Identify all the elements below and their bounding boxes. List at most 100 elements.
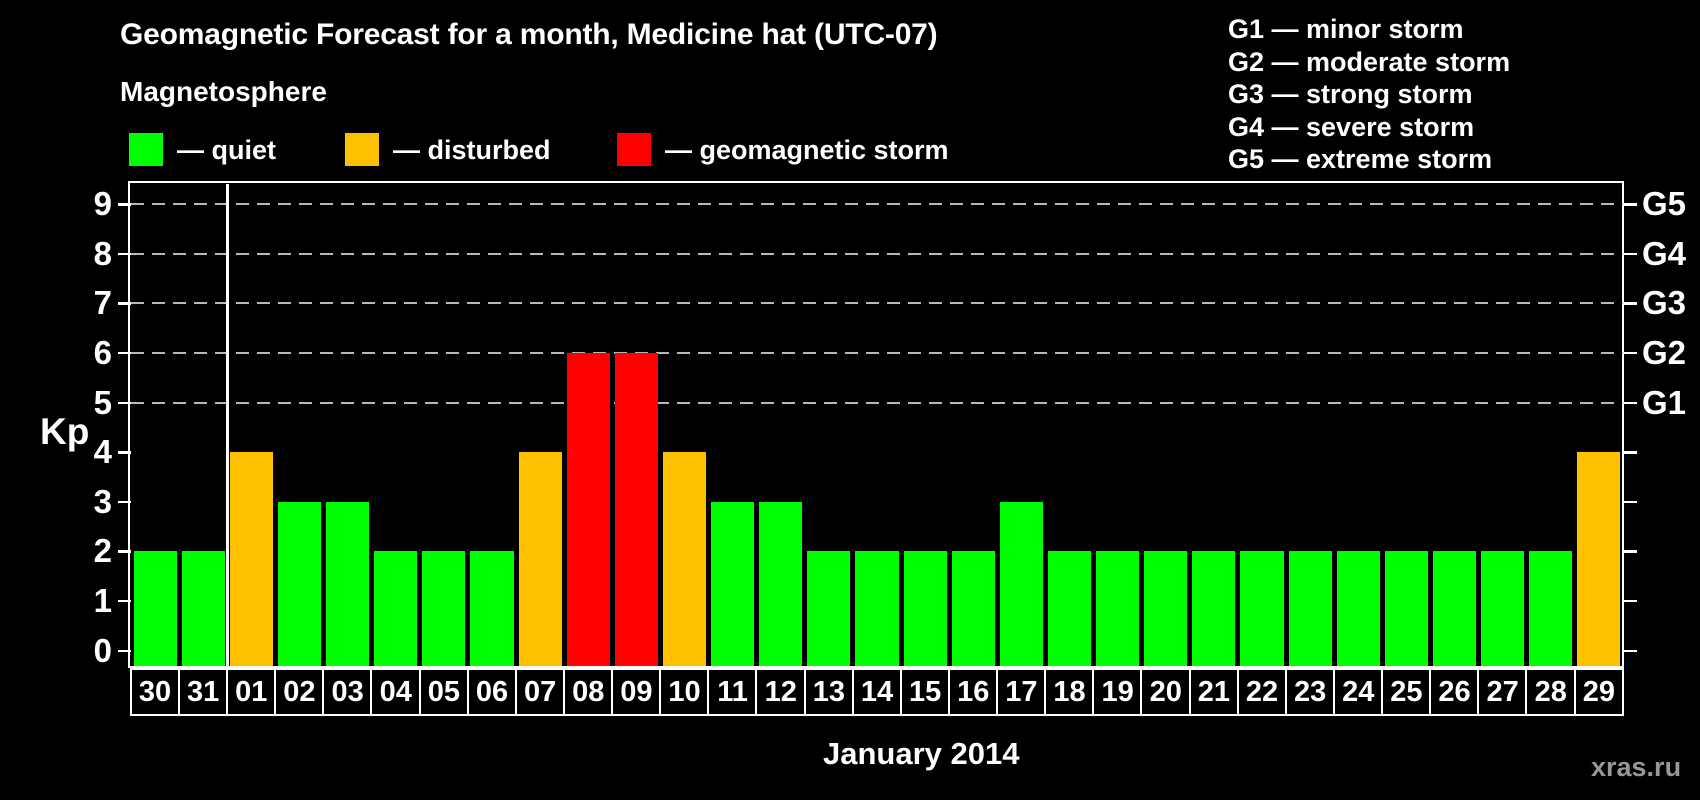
day-label-11: 11 [707, 668, 758, 716]
bar-day-31 [181, 551, 225, 666]
storm-scale-line: G2 — moderate storm [1228, 46, 1511, 77]
bar-day-17 [999, 501, 1043, 666]
y-axis-tick-right [1623, 351, 1637, 355]
storm-scale-line: G3 — strong storm [1228, 79, 1473, 109]
bar-day-03 [326, 501, 370, 666]
day-label-03: 03 [322, 668, 373, 716]
day-label-28: 28 [1525, 668, 1577, 716]
bar-day-11 [711, 501, 755, 666]
day-label-13: 13 [803, 668, 855, 716]
gridline-kp8 [131, 252, 1623, 255]
right-axis-label-G3: G3 [1642, 284, 1687, 322]
bar-day-15 [903, 551, 947, 666]
day-label-17: 17 [996, 668, 1047, 716]
bar-day-27 [1481, 551, 1525, 666]
bar-day-06 [470, 551, 514, 666]
y-axis-tick-left [118, 252, 131, 256]
bar-day-22 [1240, 551, 1284, 666]
y-tick-label-0: 0 [93, 631, 112, 669]
bar-day-16 [951, 551, 995, 666]
x-axis-title: January 2014 [823, 736, 1020, 771]
day-label-01: 01 [226, 668, 277, 716]
y-tick-label-3: 3 [93, 482, 112, 520]
y-tick-label-6: 6 [93, 333, 112, 371]
y-tick-label-2: 2 [93, 532, 112, 570]
day-label-09: 09 [611, 668, 662, 716]
bar-day-13 [807, 551, 851, 666]
legend-label: — quiet [177, 135, 276, 165]
day-label-25: 25 [1381, 668, 1432, 716]
chart-title: Geomagnetic Forecast for a month, Medici… [120, 18, 938, 51]
day-label-02: 02 [274, 668, 325, 716]
right-axis-label-G5: G5 [1642, 185, 1687, 223]
y-axis-tick-left [118, 550, 131, 553]
legend-label: — geomagnetic storm [665, 135, 949, 165]
y-tick-label-7: 7 [93, 284, 112, 322]
y-axis-tick-right [1623, 401, 1637, 404]
day-label-30: 30 [129, 668, 181, 716]
bar-day-08 [566, 352, 610, 666]
storm-scale-line: G5 — extreme storm [1228, 144, 1493, 174]
storm-color-swatch [617, 133, 651, 166]
day-label-20: 20 [1140, 668, 1192, 716]
y-tick-label-5: 5 [93, 383, 112, 421]
day-label-16: 16 [947, 668, 999, 716]
bar-day-07 [518, 452, 562, 666]
day-label-31: 31 [177, 668, 229, 716]
bar-day-23 [1288, 551, 1332, 666]
right-axis-label-G1: G1 [1642, 383, 1687, 421]
right-axis-label-G2: G2 [1642, 333, 1687, 371]
day-label-08: 08 [562, 668, 614, 716]
bar-day-18 [1047, 551, 1092, 666]
bar-day-19 [1096, 551, 1140, 666]
day-label-14: 14 [851, 668, 903, 716]
y-axis-tick-right [1623, 500, 1637, 504]
bar-day-21 [1192, 551, 1236, 666]
y-tick-label-4: 4 [93, 433, 112, 471]
bar-day-10 [662, 452, 707, 666]
day-label-10: 10 [659, 668, 710, 716]
month-separator-line [225, 184, 229, 666]
chart-subtitle: Magnetosphere [120, 76, 327, 107]
day-label-21: 21 [1188, 668, 1240, 716]
bar-day-04 [374, 551, 418, 666]
bar-day-30 [133, 551, 177, 666]
day-label-29: 29 [1573, 668, 1625, 716]
bar-day-28 [1529, 551, 1573, 666]
day-label-04: 04 [370, 668, 422, 716]
gridline-kp6 [131, 351, 1623, 354]
plot-area [128, 181, 1624, 668]
gridline-kp7 [131, 302, 1623, 305]
bar-day-14 [855, 551, 899, 666]
day-label-22: 22 [1236, 668, 1288, 716]
bar-day-01 [229, 452, 273, 666]
y-axis-tick-left [118, 500, 131, 504]
y-axis-tick-left [118, 203, 131, 206]
day-label-06: 06 [466, 668, 518, 716]
y-tick-label-8: 8 [93, 234, 112, 272]
bar-day-20 [1144, 551, 1188, 666]
y-axis-title: Kp [40, 411, 90, 452]
day-label-18: 18 [1044, 668, 1095, 716]
legend-label: — disturbed [393, 135, 551, 165]
y-axis-tick-right [1623, 599, 1637, 603]
day-label-12: 12 [755, 668, 807, 716]
bar-day-09 [614, 352, 658, 666]
y-axis-tick-right [1623, 302, 1637, 305]
y-axis-tick-right [1623, 252, 1637, 256]
y-axis-tick-right [1623, 649, 1637, 652]
day-label-24: 24 [1332, 668, 1384, 716]
y-axis-tick-left [118, 401, 131, 404]
day-label-19: 19 [1092, 668, 1143, 716]
bar-day-02 [277, 501, 321, 666]
storm-scale-line: G1 — minor storm [1228, 14, 1464, 44]
bar-day-24 [1336, 551, 1380, 666]
day-label-15: 15 [899, 668, 951, 716]
y-axis-tick-left [118, 451, 131, 454]
y-tick-label-9: 9 [93, 185, 112, 223]
day-label-26: 26 [1429, 668, 1480, 716]
y-axis-tick-right [1623, 550, 1637, 553]
y-axis-tick-left [118, 599, 131, 603]
bar-day-26 [1432, 551, 1477, 666]
y-axis-tick-left [118, 351, 131, 355]
